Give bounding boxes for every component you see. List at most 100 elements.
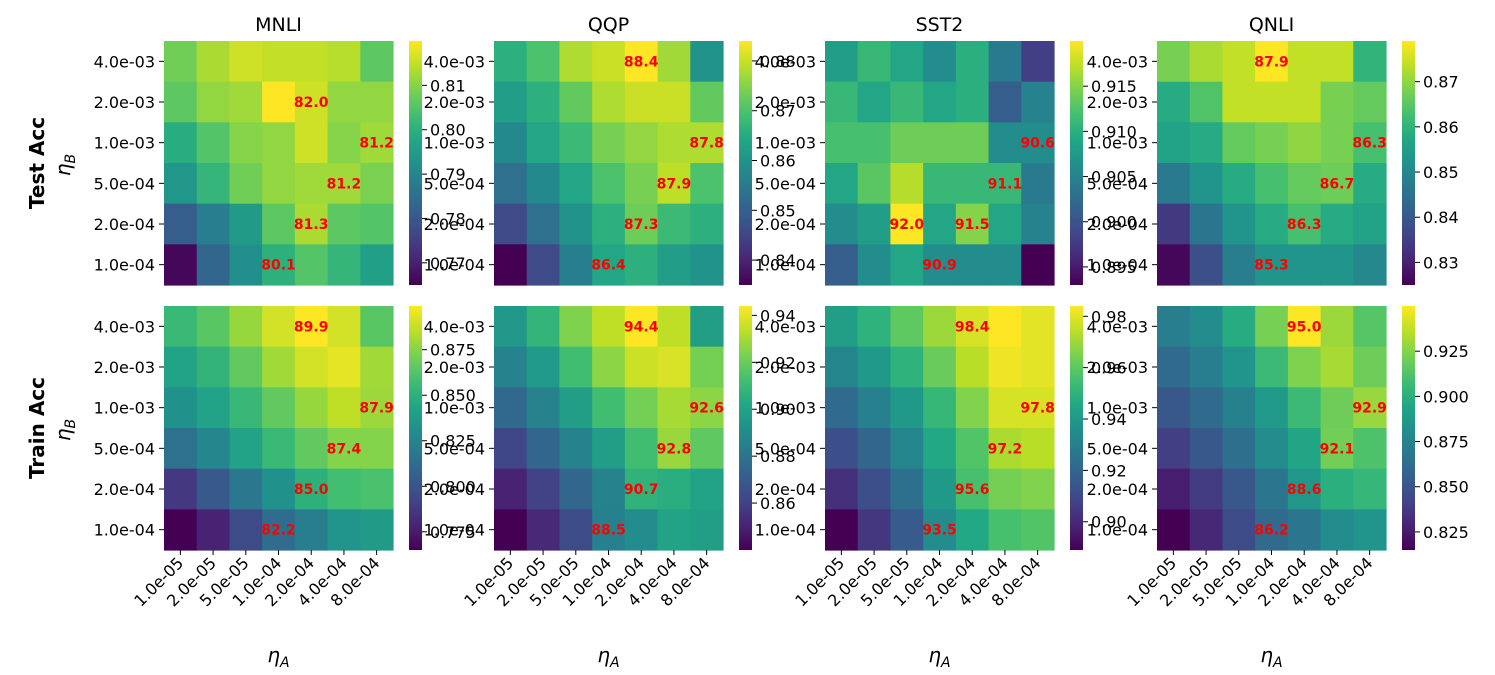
heatmap-cell (526, 468, 561, 510)
heatmap-cell (857, 468, 892, 510)
y-tick-label: 2.0e-03 (94, 93, 155, 112)
heatmap-cell (624, 203, 659, 245)
heatmap-cell (624, 346, 659, 388)
heatmap-cell (1287, 387, 1322, 429)
heatmap-cell (229, 509, 263, 551)
heatmap-cell (923, 203, 957, 245)
heatmap-cell (327, 306, 361, 348)
cell-annotation: 89.9 (294, 319, 329, 335)
heatmap-cell (327, 163, 361, 205)
heatmap-cell (890, 509, 924, 551)
heatmap-cell (494, 306, 528, 348)
heatmap-cell (196, 244, 231, 286)
heatmap-cell (955, 203, 990, 245)
heatmap-cell (327, 387, 361, 429)
heatmap-cell (196, 509, 231, 551)
y-tick-label: 2.0e-03 (1087, 93, 1148, 112)
y-tick-label: 4.0e-03 (1087, 52, 1148, 71)
heatmap-cell (857, 163, 892, 205)
heatmap-cell (955, 346, 990, 388)
heatmap-cell (923, 468, 957, 510)
heatmap-cell (1287, 306, 1322, 348)
heatmap-cell (526, 203, 561, 245)
heatmap-cell (624, 509, 659, 551)
heatmap-cell (955, 468, 990, 510)
heatmap-cell (825, 122, 859, 164)
heatmap-cell (1353, 509, 1387, 551)
heatmap-cell (1320, 346, 1354, 388)
heatmap-cell (494, 468, 528, 510)
heatmap-cell (857, 203, 892, 245)
y-tick-label: 1.0e-03 (1087, 134, 1148, 153)
heatmap-cell (526, 306, 561, 348)
heatmap-cell (624, 306, 659, 348)
heatmap-cell (327, 203, 361, 245)
colorbar-tick-label: 0.925 (1423, 342, 1469, 361)
heatmap-cell (592, 306, 626, 348)
colorbar-tick-label: 0.875 (430, 341, 476, 360)
heatmap-cell (1157, 163, 1191, 205)
heatmap-cell (1157, 203, 1191, 245)
heatmap-cell (1157, 306, 1191, 348)
heatmap-cell (294, 122, 329, 164)
cell-annotation: 87.9 (657, 176, 692, 192)
heatmap-cell (988, 41, 1022, 83)
heatmap-cell (955, 244, 990, 286)
heatmap-cell (825, 244, 859, 286)
heatmap-cell (1189, 468, 1224, 510)
heatmap-cell (229, 81, 263, 123)
heatmap-cell (690, 428, 724, 470)
y-tick-label: 2.0e-04 (94, 215, 155, 234)
heatmap-cell (229, 163, 263, 205)
heatmap-cell (1189, 428, 1224, 470)
cell-annotation: 86.2 (1254, 523, 1289, 539)
cell-annotation: 94.4 (624, 319, 659, 335)
panel-title: MNLI (255, 14, 302, 36)
heatmap-cell (494, 81, 528, 123)
y-tick-label: 4.0e-03 (755, 52, 816, 71)
heatmap-cell (657, 81, 691, 123)
heatmap-cell (294, 346, 329, 388)
heatmap-cell (1189, 509, 1224, 551)
heatmap-cell (825, 468, 859, 510)
heatmap-cell (890, 122, 924, 164)
heatmap-cell (988, 468, 1022, 510)
colorbar (409, 41, 422, 285)
y-tick-label: 1.0e-04 (424, 256, 485, 275)
heatmap-cell (1255, 428, 1289, 470)
heatmap-cell (559, 346, 593, 388)
heatmap-cell (1320, 509, 1354, 551)
heatmap-cell (229, 41, 263, 83)
cell-annotation: 93.5 (922, 523, 957, 539)
cell-annotation: 86.7 (1320, 176, 1355, 192)
heatmap-cell (1287, 203, 1322, 245)
heatmap-cell (690, 346, 724, 388)
colorbar-tick-label: 0.96 (1091, 359, 1127, 378)
colorbar (1402, 306, 1415, 550)
heatmap-cell (1255, 306, 1289, 348)
heatmap-cell (196, 163, 231, 205)
y-tick-label: 5.0e-04 (755, 439, 816, 458)
heatmap-cell (923, 244, 957, 286)
colorbar-tick-label: 0.81 (430, 76, 466, 95)
heatmap-cell (164, 81, 198, 123)
x-axis-label: ηA (267, 643, 289, 671)
panel-title: SST2 (916, 14, 964, 36)
colorbar-tick-label: 0.850 (430, 386, 476, 405)
cell-annotation: 86.3 (1352, 136, 1387, 152)
colorbar (739, 41, 752, 285)
cell-annotation: 87.4 (327, 441, 362, 457)
heatmap-cell (164, 203, 198, 245)
heatmap-cell (294, 203, 329, 245)
heatmap-cell (690, 244, 724, 286)
heatmap-cell (1157, 122, 1191, 164)
y-tick-label: 2.0e-04 (424, 215, 485, 234)
heatmap-cell (294, 468, 329, 510)
heatmap-cell (890, 163, 924, 205)
y-tick-label: 4.0e-03 (94, 52, 155, 71)
heatmap-cell (559, 122, 593, 164)
heatmap-cell (857, 306, 892, 348)
heatmap-cell (857, 41, 892, 83)
